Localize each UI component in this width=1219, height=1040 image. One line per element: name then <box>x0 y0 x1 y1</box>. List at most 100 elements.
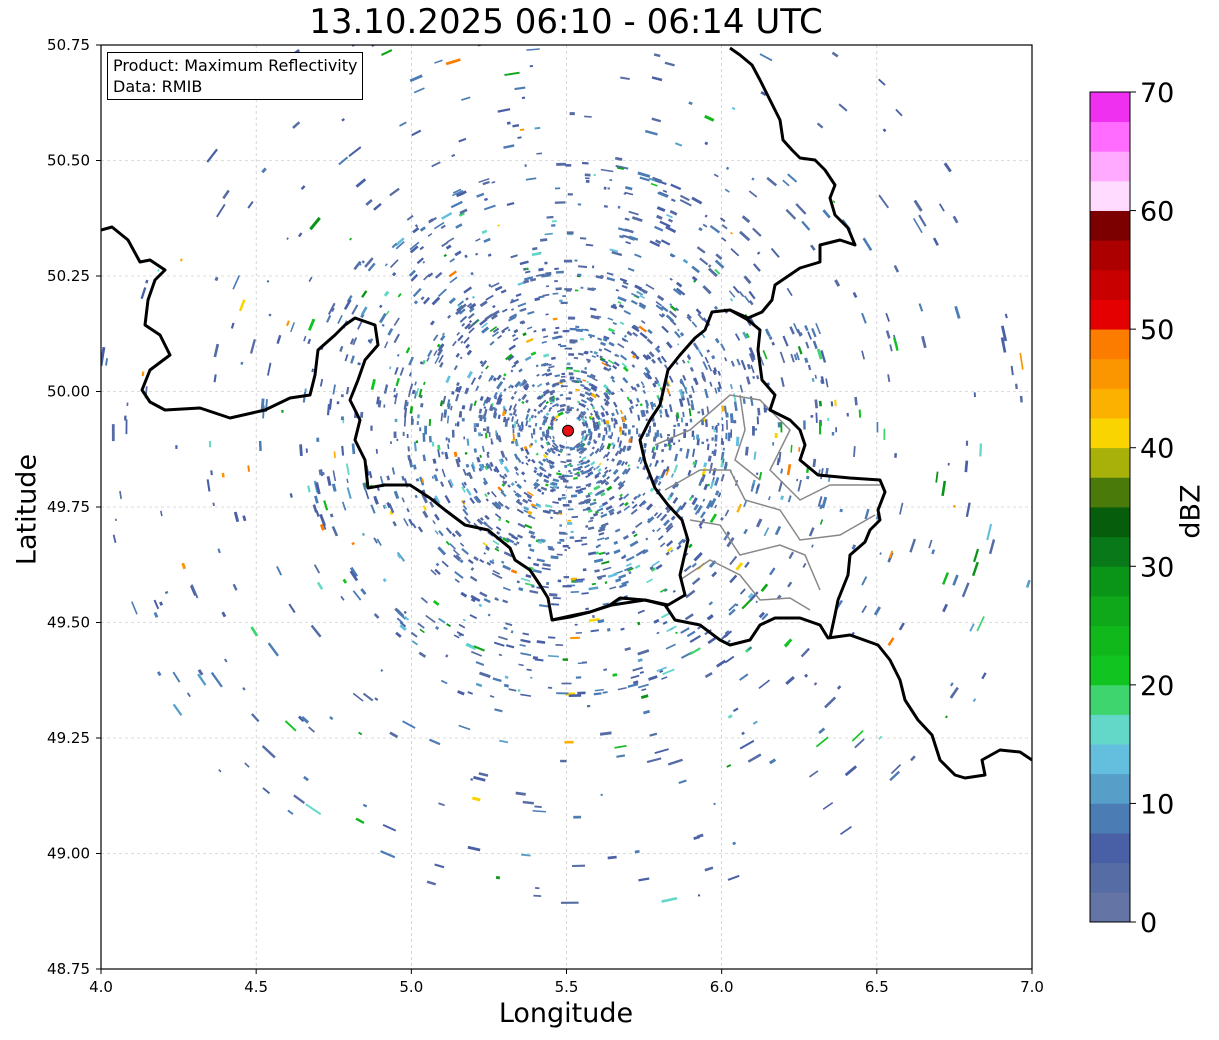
echo-cell <box>551 603 560 606</box>
echo-cell <box>374 697 379 701</box>
echo-cell <box>575 486 579 489</box>
echo-cell <box>422 260 426 264</box>
echo-cell <box>208 440 212 448</box>
echo-cell <box>554 267 559 270</box>
echo-cell <box>597 527 606 533</box>
echo-cell <box>675 483 680 488</box>
echo-cell <box>612 468 619 476</box>
echo-cell <box>1010 365 1014 376</box>
echo-cell <box>455 393 460 402</box>
echo-cell <box>410 631 418 638</box>
echo-cell <box>512 408 517 416</box>
echo-cell <box>610 417 614 422</box>
echo-cell <box>541 491 545 495</box>
echo-cell <box>682 539 687 544</box>
echo-cell <box>582 379 587 382</box>
echo-cell <box>729 384 733 390</box>
echo-cell <box>478 463 484 471</box>
echo-cell <box>657 191 669 198</box>
echo-cell <box>621 580 629 586</box>
echo-cell <box>928 539 933 549</box>
echo-cell <box>492 377 498 382</box>
echo-cell <box>547 426 551 430</box>
echo-cell <box>636 397 640 403</box>
country-border <box>729 308 887 639</box>
echo-cell <box>674 142 683 147</box>
echo-cell <box>706 443 710 451</box>
echo-cell <box>748 190 758 198</box>
echo-cell <box>893 337 899 352</box>
colorbar-tick-label: 30 <box>1140 552 1174 583</box>
echo-cell <box>742 398 746 404</box>
echo-cell <box>670 515 676 521</box>
echo-cell <box>577 415 581 420</box>
echo-cell <box>713 449 717 457</box>
echo-cell <box>587 388 592 392</box>
echo-cell <box>715 659 727 668</box>
echo-cell <box>399 624 407 632</box>
echo-cell <box>1019 352 1024 370</box>
echo-cell <box>417 622 425 629</box>
echo-cell <box>805 341 810 349</box>
echo-cell <box>593 440 598 445</box>
echo-cell <box>541 431 546 437</box>
echo-cell <box>602 566 612 571</box>
echo-cell <box>745 376 751 385</box>
echo-cell <box>517 302 527 308</box>
echo-cell <box>445 244 452 250</box>
echo-cell <box>724 188 730 193</box>
echo-cell <box>629 399 634 405</box>
echo-cell <box>331 483 337 492</box>
echo-cell <box>525 420 529 427</box>
echo-cell <box>329 513 334 518</box>
echo-cell <box>403 517 409 527</box>
echo-cell <box>546 581 550 586</box>
echo-cell <box>612 321 618 326</box>
echo-cell <box>540 399 547 405</box>
echo-cell <box>690 403 695 411</box>
echo-cell <box>811 377 815 382</box>
echo-cell <box>766 176 778 187</box>
echo-cell <box>754 428 758 431</box>
echo-cell <box>672 442 676 446</box>
echo-cell <box>533 466 538 471</box>
echo-cell <box>832 200 836 204</box>
echo-cell <box>565 164 572 167</box>
echo-cell <box>701 441 705 445</box>
echo-cell <box>536 558 545 563</box>
echo-cell <box>498 380 504 387</box>
echo-cell <box>380 850 396 859</box>
echo-cell <box>465 644 477 651</box>
echo-cell <box>485 546 490 552</box>
echo-cell <box>403 407 408 418</box>
colorbar-swatch <box>1090 833 1130 864</box>
echo-cell <box>646 578 654 584</box>
echo-cell <box>513 359 520 366</box>
echo-cell <box>739 230 751 242</box>
echo-cell <box>739 588 746 595</box>
echo-cell <box>601 501 609 507</box>
echo-cell <box>570 591 579 593</box>
echo-cell <box>558 510 562 514</box>
echo-cell <box>606 276 616 282</box>
echo-cell <box>504 420 509 427</box>
echo-cell <box>854 396 858 406</box>
echo-cell <box>554 382 559 386</box>
echo-cell <box>679 378 685 386</box>
echo-cell <box>617 301 622 305</box>
echo-cell <box>445 375 451 384</box>
echo-cell <box>617 483 625 490</box>
echo-cell <box>587 360 591 364</box>
echo-cell <box>590 383 598 390</box>
echo-cell <box>625 562 632 567</box>
echo-cell <box>449 542 457 550</box>
echo-cell <box>622 234 630 239</box>
echo-cell <box>618 583 628 589</box>
echo-cell <box>427 232 433 237</box>
echo-cell <box>307 338 312 345</box>
echo-cell <box>608 469 612 473</box>
echo-cell <box>415 478 420 482</box>
echo-cell <box>545 483 549 487</box>
echo-cell <box>695 308 702 315</box>
echo-cell <box>580 430 585 436</box>
